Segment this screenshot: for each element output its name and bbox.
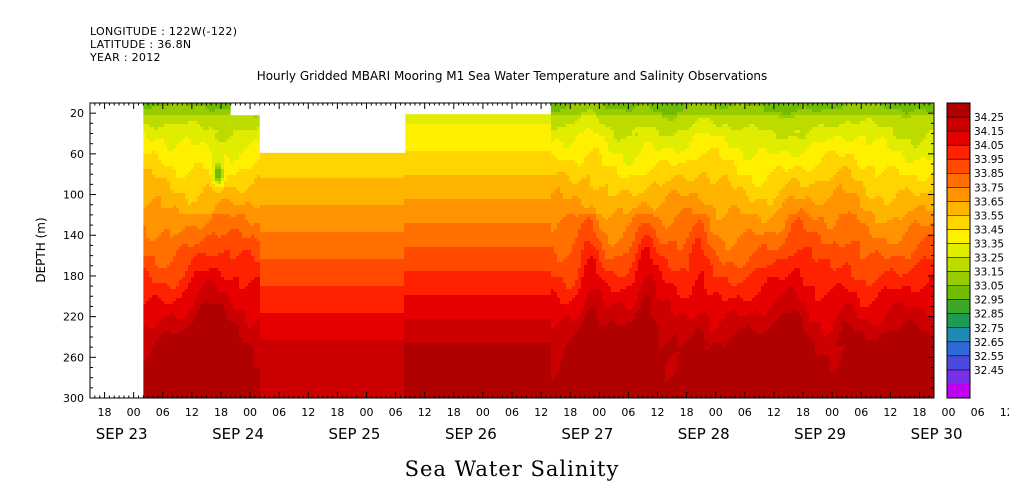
chart-title: Hourly Gridded MBARI Mooring M1 Sea Wate… xyxy=(257,69,768,83)
